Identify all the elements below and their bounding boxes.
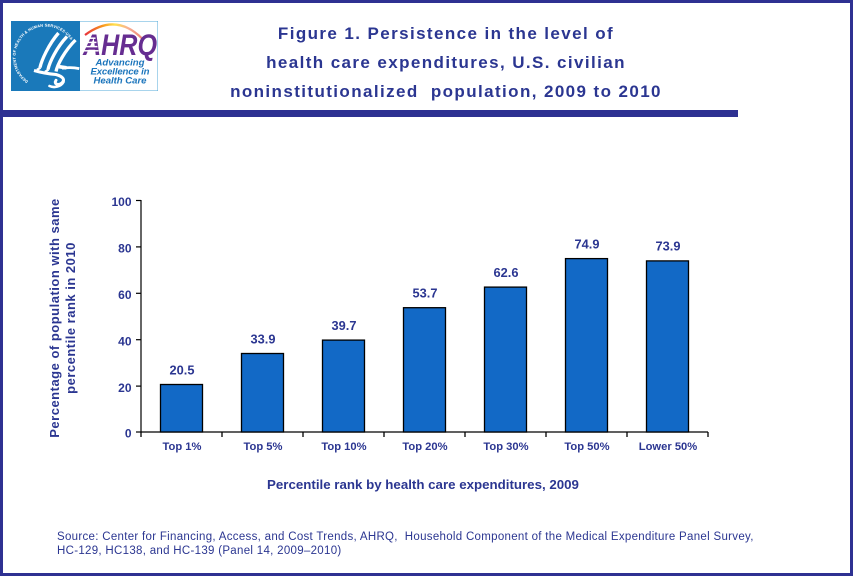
svg-text:Top 30%: Top 30% bbox=[483, 441, 528, 453]
svg-text:Advancing: Advancing bbox=[95, 58, 145, 69]
svg-text:Lower 50%: Lower 50% bbox=[639, 441, 697, 453]
svg-text:73.9: 73.9 bbox=[656, 239, 681, 254]
svg-text:Top 5%: Top 5% bbox=[244, 441, 283, 453]
svg-text:Percentile rank by health care: Percentile rank by health care expenditu… bbox=[267, 477, 579, 492]
svg-text:AHRQ: AHRQ bbox=[82, 29, 157, 62]
svg-text:20: 20 bbox=[118, 381, 132, 395]
svg-text:74.9: 74.9 bbox=[575, 236, 600, 251]
svg-text:39.7: 39.7 bbox=[332, 318, 357, 333]
svg-text:0: 0 bbox=[125, 427, 132, 441]
svg-text:Excellence in: Excellence in bbox=[91, 67, 150, 78]
svg-text:80: 80 bbox=[118, 242, 132, 256]
svg-text:53.7: 53.7 bbox=[413, 286, 438, 301]
svg-text:60: 60 bbox=[118, 288, 132, 302]
svg-text:Top 10%: Top 10% bbox=[321, 441, 366, 453]
svg-text:Top 1%: Top 1% bbox=[163, 441, 202, 453]
svg-text:62.6: 62.6 bbox=[494, 265, 519, 280]
svg-text:33.9: 33.9 bbox=[251, 331, 276, 346]
svg-text:Health Care: Health Care bbox=[94, 76, 148, 87]
svg-text:percentile rank in 2010: percentile rank in 2010 bbox=[63, 242, 78, 394]
svg-text:Top 50%: Top 50% bbox=[564, 441, 609, 453]
svg-text:Top 20%: Top 20% bbox=[402, 441, 447, 453]
svg-text:20.5: 20.5 bbox=[170, 362, 195, 377]
svg-text:100: 100 bbox=[111, 195, 131, 209]
svg-text:40: 40 bbox=[118, 334, 132, 348]
svg-text:Percentage of population with: Percentage of population with same bbox=[47, 198, 62, 437]
